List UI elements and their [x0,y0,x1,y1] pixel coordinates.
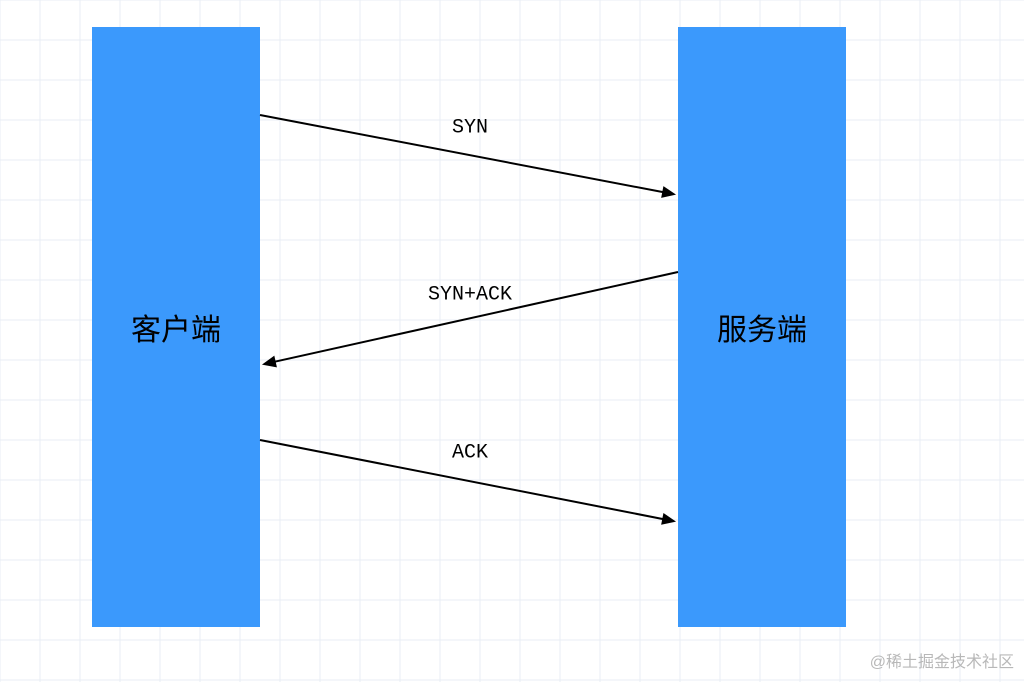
server-label: 服务端 [717,305,807,349]
arrow-label-syn: SYN [452,117,488,140]
arrow-label-syn-ack: SYN+ACK [428,284,512,307]
arrow-label-ack: ACK [452,442,488,465]
client-node: 客户端 [92,27,260,627]
client-label: 客户端 [131,305,221,349]
server-node: 服务端 [678,27,846,627]
watermark-text: @稀土掘金技术社区 [870,648,1014,672]
